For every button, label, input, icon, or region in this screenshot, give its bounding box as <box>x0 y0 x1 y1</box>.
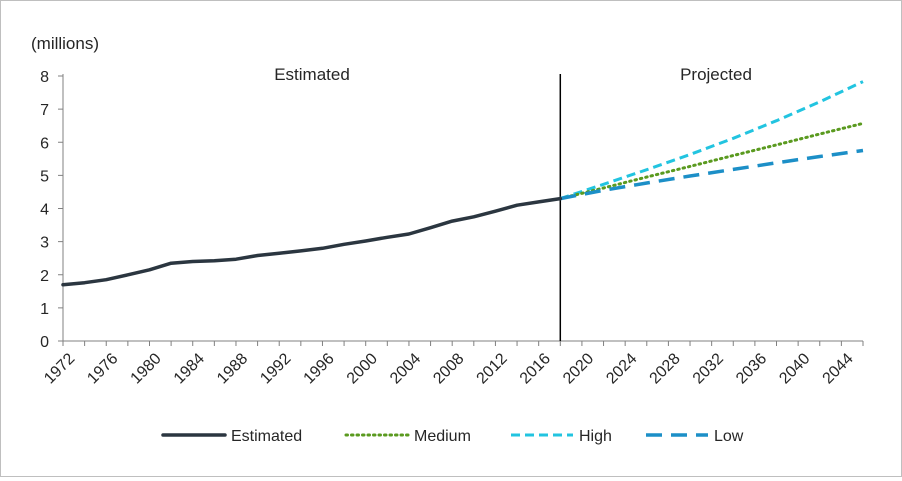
y-axis-ticks: 0 1 2 3 4 5 6 7 8 <box>40 69 63 351</box>
legend: Estimated Medium High Low <box>161 428 744 445</box>
legend-label-high: High <box>579 428 612 445</box>
x-axis-ticks: 1972 1976 1980 1984 1988 1992 1996 2000 2004 2008… <box>41 341 864 387</box>
x-tick-label: 2020 <box>560 350 597 387</box>
region-label-estimated: Estimated <box>274 65 350 84</box>
x-tick-label: 1984 <box>171 350 208 387</box>
x-tick-label: 2032 <box>690 350 727 387</box>
x-tick-label: 2028 <box>647 350 684 387</box>
legend-label-medium: Medium <box>414 428 471 445</box>
y-tick-label: 8 <box>40 69 49 86</box>
y-tick-label: 1 <box>40 301 49 318</box>
x-tick-label: 2036 <box>733 350 770 387</box>
legend-label-estimated: Estimated <box>231 428 302 445</box>
series-line-estimated <box>61 196 563 287</box>
x-tick-label: 2008 <box>430 350 467 387</box>
x-tick-label: 2000 <box>344 350 381 387</box>
y-tick-label: 3 <box>40 235 49 252</box>
region-label-projected: Projected <box>680 65 752 84</box>
x-tick-label: 1996 <box>301 350 338 387</box>
series-line-medium <box>558 121 865 201</box>
x-tick-label: 1992 <box>257 350 294 387</box>
y-tick-label: 7 <box>40 102 49 119</box>
x-tick-label: 1980 <box>128 350 165 387</box>
x-tick-label: 1976 <box>84 350 121 387</box>
series-line-low <box>559 148 864 201</box>
x-tick-label: 2004 <box>387 350 424 387</box>
y-tick-label: 2 <box>40 268 49 285</box>
x-tick-label: 2040 <box>776 350 813 387</box>
y-tick-label: 5 <box>40 168 49 185</box>
x-tick-label: 2024 <box>603 350 640 387</box>
x-tick-label: 2016 <box>517 350 554 387</box>
y-tick-label: 4 <box>40 202 49 219</box>
x-tick-label: 2012 <box>474 350 511 387</box>
y-tick-label: 0 <box>40 334 49 351</box>
series-lines <box>61 80 865 287</box>
y-axis-unit-label: (millions) <box>31 34 99 53</box>
x-tick-label: 1972 <box>41 350 78 387</box>
series-line-high <box>559 80 864 201</box>
x-tick-label: 1988 <box>214 350 251 387</box>
legend-label-low: Low <box>714 428 744 445</box>
axes <box>62 74 863 342</box>
y-tick-label: 6 <box>40 135 49 152</box>
x-tick-label: 2044 <box>820 350 857 387</box>
